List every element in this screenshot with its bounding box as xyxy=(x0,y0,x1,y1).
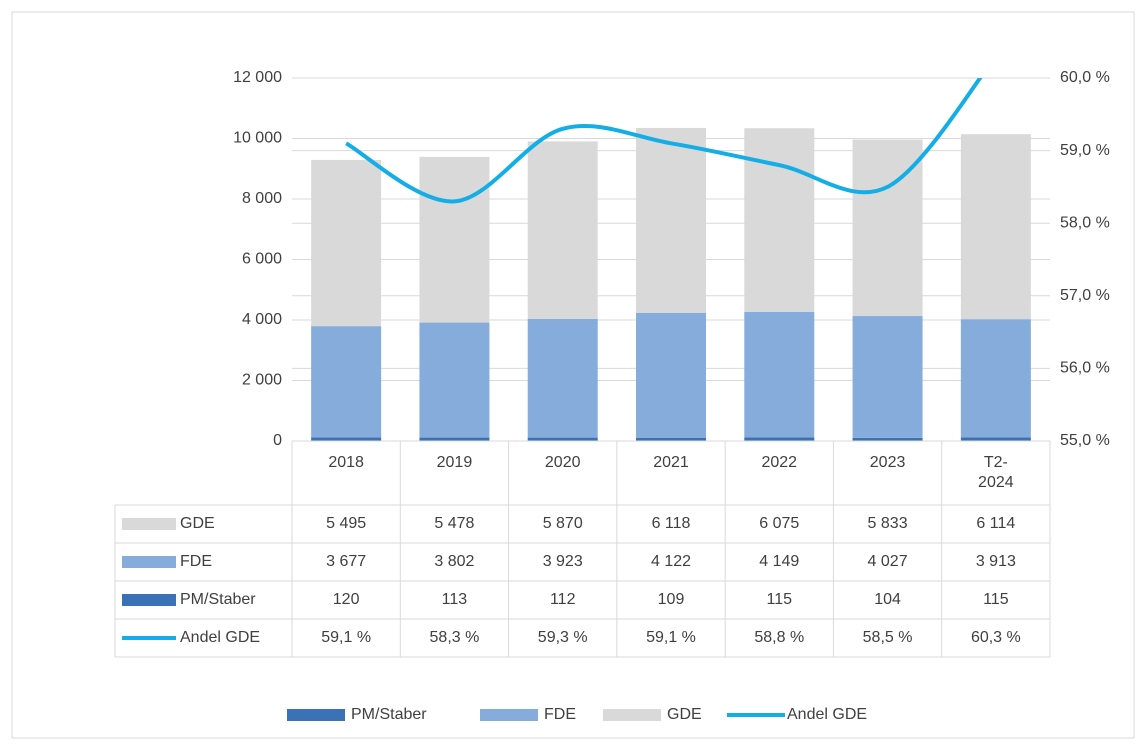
x-tick-label: T2-2024 xyxy=(978,454,1014,491)
table-row-label: GDE xyxy=(180,515,215,532)
x-tick-label: 2018 xyxy=(328,454,364,471)
x-tick-cell: 2023 xyxy=(869,454,906,471)
y2-tick-label: 58,0 % xyxy=(1060,214,1110,231)
table-value: 59,3 % xyxy=(538,629,588,646)
y-tick-label: 0 xyxy=(273,432,282,449)
legend-key xyxy=(480,709,538,721)
table-value: 112 xyxy=(550,591,576,608)
table-value: 6 118 xyxy=(652,515,691,532)
table-value: 3 677 xyxy=(326,553,366,570)
table-value: 5 870 xyxy=(543,515,583,532)
bar-segment xyxy=(636,127,706,314)
bar-segment xyxy=(852,437,923,441)
x-tick-label: 2022 xyxy=(761,454,798,471)
y-tick-label: 2 000 xyxy=(242,372,282,389)
bar-segment xyxy=(960,134,1031,320)
x-tick-cell: 2022 xyxy=(761,454,798,471)
table-value: 6 114 xyxy=(976,515,1015,532)
legend-label: PM/Staber xyxy=(351,706,427,723)
table-value: 4 149 xyxy=(759,553,799,570)
table-row-label: Andel GDE xyxy=(180,629,260,646)
x-tick-cell: 2020 xyxy=(544,454,581,471)
y-tick-label: 6 000 xyxy=(242,251,282,268)
legend-key xyxy=(603,709,661,721)
table-value: 60,3 % xyxy=(971,629,1021,646)
table-value: 3 923 xyxy=(543,553,583,570)
table-row-label: PM/Staber xyxy=(180,591,256,608)
bar-segment xyxy=(960,437,1031,441)
table-value: 58,8 % xyxy=(754,629,804,646)
bar-segment xyxy=(311,437,382,441)
y-tick-label: 8 000 xyxy=(242,190,282,207)
legend-key xyxy=(122,518,176,530)
bar-segment xyxy=(311,326,382,438)
table-value: 5 495 xyxy=(326,515,366,532)
table-row-label: FDE xyxy=(180,553,212,570)
bar-segment xyxy=(419,322,490,438)
table-value: 120 xyxy=(333,591,360,608)
table-value: 113 xyxy=(442,591,468,608)
table-value: 58,3 % xyxy=(430,629,480,646)
line xyxy=(345,78,983,204)
bar-segment xyxy=(419,437,490,441)
table-value: 4 122 xyxy=(651,553,691,570)
y-tick-label: 12 000 xyxy=(233,69,282,86)
table-value: 4 027 xyxy=(868,553,908,570)
bar-segment xyxy=(744,437,815,441)
bar-segment xyxy=(744,312,815,438)
table-value: 109 xyxy=(658,591,685,608)
bar-segment xyxy=(636,437,706,441)
bar-segment xyxy=(636,313,706,438)
y2-tick-label: 60,0 % xyxy=(1060,69,1110,86)
legend-key xyxy=(287,709,345,721)
y2-tick-label: 56,0 % xyxy=(1060,360,1110,377)
legend-label: Andel GDE xyxy=(787,706,867,723)
x-tick-cell: T2-2024 xyxy=(978,454,1014,491)
bar-segment xyxy=(527,318,598,438)
table-value: 5 478 xyxy=(434,515,474,532)
x-tick-label: 2023 xyxy=(869,454,906,471)
bar-segment xyxy=(744,128,815,313)
table-value: 6 075 xyxy=(759,515,799,532)
x-tick-cell: 2019 xyxy=(436,454,473,471)
legend-label: FDE xyxy=(544,706,576,723)
bar-segment xyxy=(960,319,1031,438)
legend-key xyxy=(122,556,176,568)
y2-tick-label: 57,0 % xyxy=(1060,287,1110,304)
legend-label: GDE xyxy=(667,706,702,723)
x-tick-label: 2020 xyxy=(544,454,581,471)
y-tick-label: 10 000 xyxy=(233,130,282,147)
bar-segment xyxy=(527,141,598,319)
x-tick-label: 2021 xyxy=(653,454,689,471)
table-value: 104 xyxy=(874,591,901,608)
bar-segment xyxy=(852,316,923,438)
table-value: 115 xyxy=(767,591,793,608)
bar-segment xyxy=(527,437,598,441)
bar-segment xyxy=(311,159,382,327)
x-tick-cell: 2021 xyxy=(653,454,689,471)
bar-segment xyxy=(419,156,490,323)
y-tick-label: 4 000 xyxy=(242,311,282,328)
y2-tick-label: 59,0 % xyxy=(1060,142,1110,159)
legend-key xyxy=(122,594,176,606)
x-tick-cell: 2018 xyxy=(328,454,364,471)
table-value: 3 802 xyxy=(434,553,474,570)
table-value: 115 xyxy=(983,591,1009,608)
y2-tick-label: 55,0 % xyxy=(1060,432,1110,449)
table-value: 58,5 % xyxy=(863,629,913,646)
table-value: 5 833 xyxy=(868,515,908,532)
x-tick-label: 2019 xyxy=(436,454,473,471)
table-value: 3 913 xyxy=(976,553,1016,570)
table-value: 59,1 % xyxy=(646,629,696,646)
table-value: 59,1 % xyxy=(321,629,371,646)
